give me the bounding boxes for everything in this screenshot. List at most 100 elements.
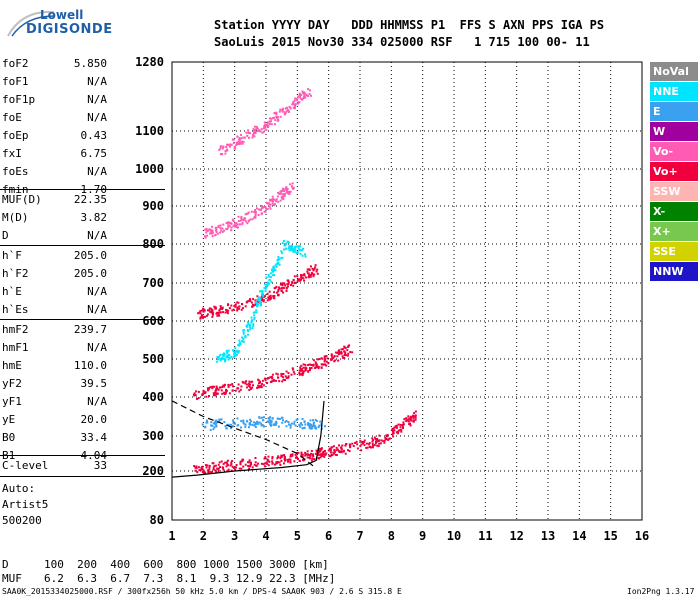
echo-point — [285, 247, 288, 250]
echo-point — [286, 376, 289, 379]
echo-point — [271, 270, 274, 273]
echo-point — [264, 287, 267, 290]
echo-point — [216, 392, 219, 395]
echo-point — [226, 354, 229, 357]
echo-point — [400, 428, 403, 431]
echo-point — [272, 267, 275, 270]
echo-point — [334, 359, 337, 362]
echo-point — [206, 421, 209, 424]
echo-point — [250, 316, 253, 319]
echo-point — [295, 418, 298, 421]
echo-point — [304, 451, 307, 454]
param-value: 239.7 — [73, 323, 107, 336]
echo-point — [228, 354, 231, 357]
echo-point — [269, 122, 271, 125]
echo-point — [262, 419, 265, 422]
echo-point — [283, 457, 286, 460]
echo-point — [319, 450, 322, 453]
echo-point — [303, 92, 306, 95]
echo-point — [225, 349, 228, 352]
echo-point — [232, 141, 235, 144]
echo-point — [284, 107, 287, 110]
echo-point — [226, 352, 229, 355]
echo-point — [211, 235, 214, 238]
echo-point — [298, 369, 301, 372]
echo-point — [305, 93, 308, 96]
echo-point — [303, 96, 305, 98]
echo-point — [399, 423, 402, 426]
param-value: 205.0 — [73, 267, 107, 280]
echo-point — [263, 457, 266, 460]
echo-point — [298, 373, 301, 376]
echo-point — [275, 423, 277, 426]
echo-point — [250, 387, 252, 390]
echo-point — [324, 425, 327, 428]
echo-point — [254, 214, 257, 217]
echo-point — [299, 366, 302, 369]
echo-point — [292, 370, 295, 373]
echo-point — [345, 443, 348, 445]
echo-point — [264, 462, 267, 465]
echo-point — [269, 203, 272, 206]
echo-point — [380, 439, 383, 442]
echo-point — [277, 290, 280, 293]
echo-point — [275, 198, 278, 201]
param-separator — [0, 319, 165, 320]
echo-point — [261, 131, 264, 134]
echo-point — [289, 426, 292, 429]
echo-point — [312, 453, 314, 456]
param-row: foF1p N/A — [0, 92, 165, 110]
echo-point — [349, 444, 352, 446]
echo-point — [262, 425, 265, 428]
echo-point — [325, 360, 328, 363]
echo-point — [244, 335, 247, 337]
echo-point — [386, 433, 389, 436]
echo-point — [333, 355, 336, 358]
echo-point — [202, 310, 205, 313]
echo-point — [209, 229, 212, 231]
echo-point — [289, 458, 292, 461]
echo-point — [287, 375, 290, 378]
echo-point — [283, 462, 285, 465]
param-row: h`F2 205.0 — [0, 266, 165, 284]
echo-point — [285, 189, 288, 192]
echo-point — [231, 389, 234, 392]
echo-point — [267, 417, 270, 420]
echo-point — [307, 370, 310, 373]
param-value: N/A — [87, 303, 107, 316]
echo-point — [285, 106, 288, 109]
echo-point — [289, 455, 292, 458]
echo-point — [223, 385, 226, 388]
echo-point — [230, 469, 233, 472]
echo-point — [242, 419, 245, 422]
echo-point — [285, 419, 288, 422]
param-row: hmE 110.0 — [0, 358, 165, 376]
echo-point — [295, 455, 298, 458]
echo-point — [258, 382, 260, 385]
echo-point — [306, 270, 309, 273]
echo-point — [303, 273, 306, 276]
echo-point — [227, 385, 230, 388]
echo-point — [208, 307, 211, 310]
echo-point — [220, 145, 223, 148]
echo-point — [203, 315, 206, 318]
echo-point — [273, 424, 276, 426]
echo-point — [260, 213, 263, 216]
echo-point — [246, 386, 249, 389]
echo-point — [280, 375, 283, 377]
echo-point — [307, 272, 310, 275]
echo-point — [310, 367, 313, 369]
header-line-2: SaoLuis 2015 Nov30 334 025000 RSF 1 715 … — [214, 35, 590, 49]
echo-point — [269, 296, 272, 299]
echo-point — [280, 282, 283, 285]
echo-point — [412, 420, 415, 423]
echo-point — [281, 284, 284, 287]
echo-point — [293, 107, 296, 110]
echo-point — [292, 106, 295, 109]
echo-point — [263, 121, 266, 124]
echo-point — [261, 290, 264, 293]
echo-point — [387, 438, 390, 441]
param-row: foEp 0.43 — [0, 128, 165, 146]
echo-point — [362, 442, 364, 445]
echo-point — [238, 467, 241, 470]
